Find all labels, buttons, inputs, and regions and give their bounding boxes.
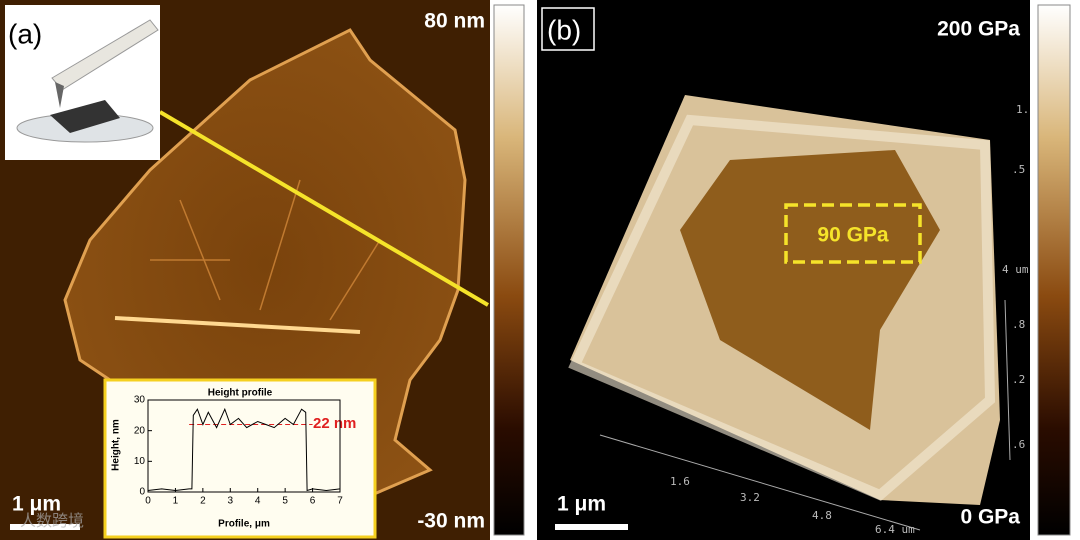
panel-label: (a) — [8, 18, 42, 49]
inset-xlabel: Profile, μm — [218, 519, 270, 530]
plot-area — [147, 399, 341, 493]
axis — [599, 299, 1011, 531]
scale-min: 0 GPa — [960, 506, 1020, 529]
height-profile: Height profile Height, nm Profile, μm 22… — [103, 378, 377, 539]
level-label: 22 nm — [313, 415, 356, 432]
side-label: .6 — [1012, 438, 1025, 451]
side-label: 1. — [1016, 103, 1029, 116]
y-tick-label: 0 — [139, 487, 145, 498]
x-tick-label: 6 — [310, 496, 316, 507]
watermark: 人数跨境 — [20, 511, 84, 530]
panel-label: (b) — [547, 14, 581, 45]
side-label: .8 — [1012, 318, 1025, 331]
wrinkles — [150, 179, 381, 321]
profile-line — [158, 110, 490, 307]
profile-curve — [147, 407, 341, 492]
axis-label: 1.6 — [670, 475, 690, 488]
axis-label: 4.8 — [812, 509, 832, 522]
inset-ylabel: Height, nm — [111, 419, 122, 471]
scale-bar — [10, 524, 80, 530]
side-label: .2 — [1012, 373, 1025, 386]
axis-label: 6.4 um — [875, 523, 915, 536]
tip — [55, 82, 64, 108]
colorbar — [1037, 4, 1071, 536]
x-tick-label: 4 — [255, 496, 261, 507]
label-box — [541, 7, 595, 51]
x-tick-label: 5 — [282, 496, 288, 507]
axis-label: 3.2 — [740, 491, 760, 504]
inset-title: Height profile — [208, 388, 273, 399]
flake-icon — [50, 100, 120, 133]
colorbar — [493, 4, 525, 536]
scale-bar-label: 1 μm — [12, 493, 61, 516]
x-tick-label: 0 — [145, 496, 151, 507]
x-tick-label: 3 — [228, 496, 234, 507]
frame-highlight — [568, 114, 996, 501]
side-label: 4 um — [1002, 263, 1029, 276]
wrinkle — [114, 316, 361, 334]
x-tick-label: 1 — [173, 496, 179, 507]
scale-max: 80 nm — [424, 10, 485, 33]
y-tick-label: 20 — [134, 425, 146, 436]
side-label: .5 — [1012, 163, 1025, 176]
scale-max: 200 GPa — [937, 18, 1020, 41]
inner-region — [680, 150, 940, 430]
y-tick-label: 30 — [134, 395, 146, 406]
scale-min: -30 nm — [417, 510, 485, 533]
region-label: 90 GPa — [817, 224, 889, 247]
x-tick-label: 7 — [337, 496, 343, 507]
scale-bar-label: 1 μm — [557, 493, 606, 516]
region-box — [784, 203, 922, 264]
scale-bar — [555, 524, 628, 530]
inset-frame — [103, 378, 377, 539]
x-tick-label: 2 — [200, 496, 206, 507]
y-tick-label: 10 — [134, 456, 146, 467]
